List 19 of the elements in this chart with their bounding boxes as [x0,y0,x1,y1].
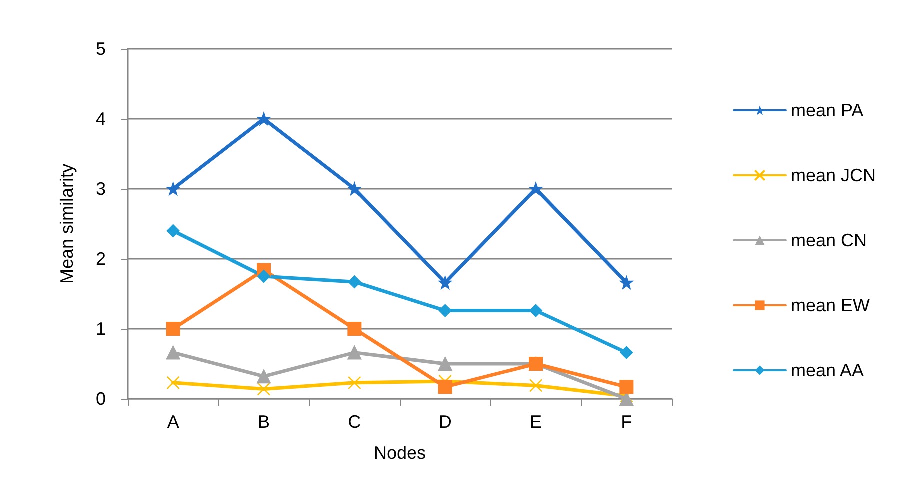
x-tick-label: B [258,412,270,432]
legend-label: mean PA [790,100,864,120]
x-tick-label: D [438,412,452,432]
y-tick-label: 4 [96,109,106,129]
legend-label: mean EW [790,296,870,316]
x-tick-label: A [167,412,180,432]
legend-label: mean CN [790,230,868,250]
y-tick-label: 0 [96,389,106,409]
x-tick-label: C [348,412,362,432]
y-tick-label: 3 [96,179,106,199]
y-tick-label: 1 [96,319,106,339]
y-tick-label: 2 [96,249,106,269]
y-axis-title: Mean similarity [57,164,77,284]
y-tick-label: 5 [96,39,106,59]
legend-label: mean AA [790,360,864,380]
x-axis-title: Nodes [374,443,426,463]
x-tick-label: F [621,412,632,432]
legend-label: mean JCN [790,166,876,186]
x-tick-label: E [530,412,542,432]
